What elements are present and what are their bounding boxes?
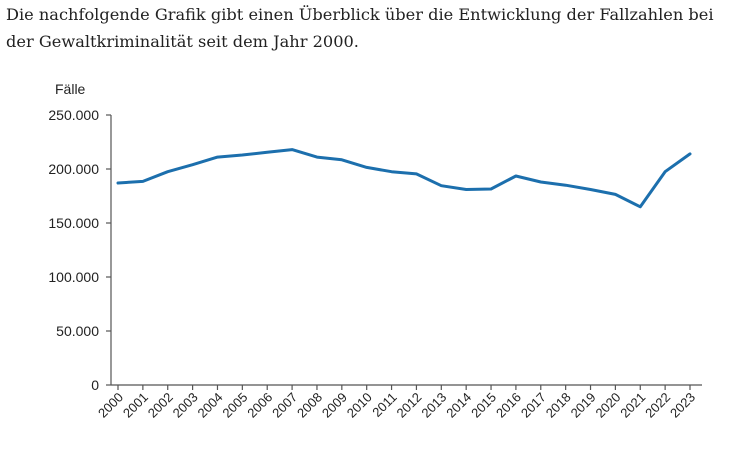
y-tick-label: 0 bbox=[91, 377, 99, 393]
y-tick-label: 100.000 bbox=[48, 269, 99, 285]
series-line bbox=[116, 148, 692, 209]
x-tick-label: 2008 bbox=[294, 390, 325, 421]
y-tick-label: 50.000 bbox=[56, 323, 99, 339]
x-tick-label: 2007 bbox=[269, 390, 300, 421]
x-tick-label: 2018 bbox=[543, 390, 574, 421]
x-tick-label: 2009 bbox=[319, 390, 350, 421]
x-tick-label: 2014 bbox=[443, 390, 474, 421]
x-tick-label: 2022 bbox=[642, 390, 673, 421]
series-group bbox=[116, 148, 692, 209]
x-tick-label: 2016 bbox=[493, 390, 524, 421]
x-tick-label: 2006 bbox=[244, 390, 275, 421]
x-tick-label: 2004 bbox=[195, 390, 226, 421]
x-tick-label: 2019 bbox=[568, 390, 599, 421]
x-tick-label: 2000 bbox=[95, 390, 126, 421]
x-tick-label: 2002 bbox=[145, 390, 176, 421]
y-tick-label: 200.000 bbox=[48, 161, 99, 177]
y-axis-ticks: 0 50.000 100.000 150.000 200.000 250.000 bbox=[48, 107, 111, 393]
y-tick-label: 250.000 bbox=[48, 107, 99, 123]
x-tick-label: 2017 bbox=[518, 390, 549, 421]
x-tick-label: 2021 bbox=[617, 390, 648, 421]
x-tick-label: 2003 bbox=[170, 390, 201, 421]
y-axis-label: Fälle bbox=[55, 81, 86, 97]
x-axis-ticks: 2000200120022003200420052006200720082009… bbox=[95, 385, 698, 421]
x-tick-label: 2010 bbox=[344, 390, 375, 421]
x-tick-label: 2001 bbox=[120, 390, 151, 421]
x-tick-label: 2020 bbox=[592, 390, 623, 421]
intro-text: Die nachfolgende Grafik gibt einen Überb… bbox=[6, 5, 714, 51]
x-tick-label: 2012 bbox=[393, 390, 424, 421]
x-tick-label: 2013 bbox=[418, 390, 449, 421]
x-tick-label: 2015 bbox=[468, 390, 499, 421]
x-tick-label: 2011 bbox=[369, 390, 399, 420]
x-tick-label: 2005 bbox=[219, 390, 250, 421]
y-tick-label: 150.000 bbox=[48, 215, 99, 231]
x-tick-label: 2023 bbox=[667, 390, 698, 421]
